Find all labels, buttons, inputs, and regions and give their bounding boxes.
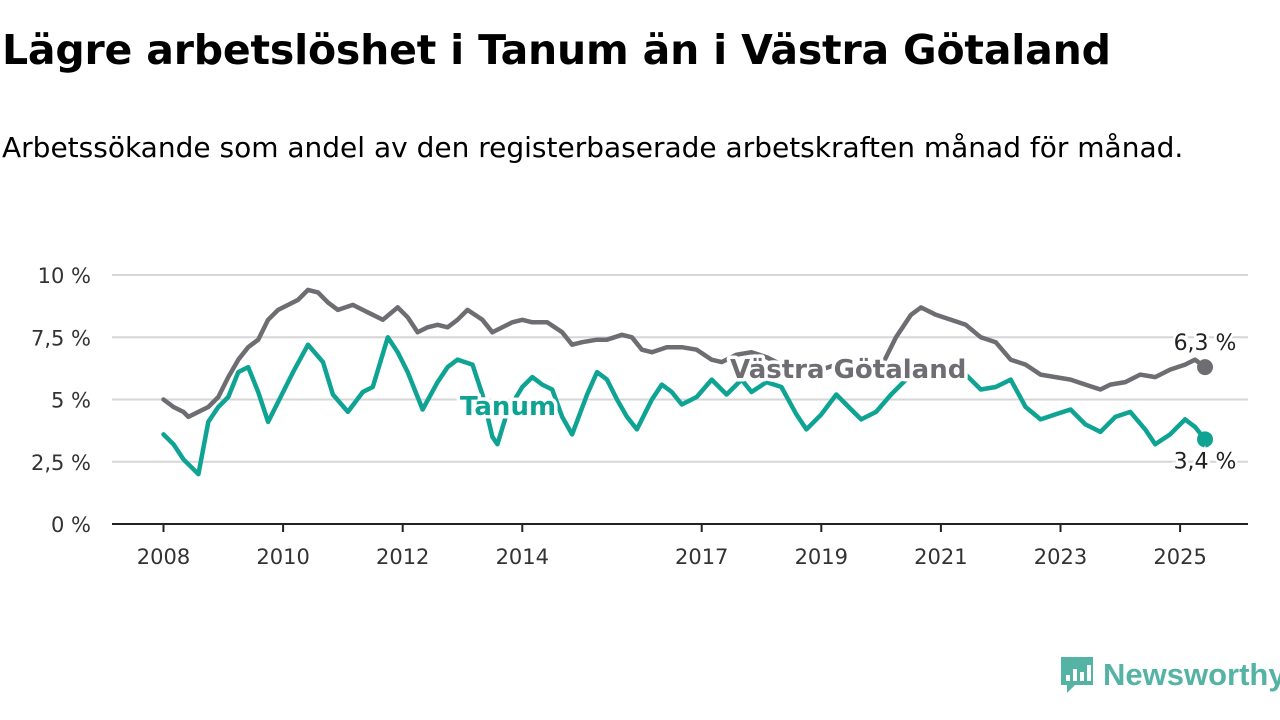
x-tick-label: 2014 bbox=[496, 545, 549, 569]
y-tick-label: 5 % bbox=[51, 389, 91, 413]
series-label-tanum: Tanum bbox=[460, 392, 556, 422]
logo-text: Newsworthy bbox=[1103, 657, 1280, 692]
x-tick-label: 2010 bbox=[256, 545, 309, 569]
newsworthy-logo-icon bbox=[1061, 657, 1093, 693]
end-value-label: 3,4 % bbox=[1174, 449, 1237, 474]
chart-subtitle: Arbetssökande som andel av den registerb… bbox=[2, 131, 1184, 164]
newsworthy-logo[interactable]: Newsworthy bbox=[1059, 655, 1280, 695]
end-point-marker bbox=[1197, 431, 1214, 448]
y-tick-label: 10 % bbox=[38, 264, 91, 288]
x-tick-label: 2021 bbox=[914, 545, 967, 569]
x-tick-label: 2017 bbox=[675, 545, 728, 569]
y-tick-label: 7,5 % bbox=[31, 326, 91, 350]
series-line-v-stra-g-taland bbox=[161, 287, 1208, 420]
x-tick-label: 2019 bbox=[795, 545, 848, 569]
series-label-v-stra-g-taland: Västra Götaland bbox=[730, 355, 966, 385]
y-tick-label: 0 % bbox=[51, 513, 91, 537]
y-tick-label: 2,5 % bbox=[31, 451, 91, 475]
series-line-tanum bbox=[161, 335, 1208, 477]
x-tick-label: 2023 bbox=[1034, 545, 1087, 569]
x-tick-label: 2008 bbox=[137, 545, 190, 569]
end-point-marker bbox=[1197, 359, 1214, 376]
x-tick-label: 2025 bbox=[1153, 545, 1206, 569]
chart-title: Lägre arbetslöshet i Tanum än i Västra G… bbox=[2, 26, 1111, 74]
end-value-label: 6,3 % bbox=[1174, 331, 1237, 356]
x-tick-label: 2012 bbox=[376, 545, 429, 569]
